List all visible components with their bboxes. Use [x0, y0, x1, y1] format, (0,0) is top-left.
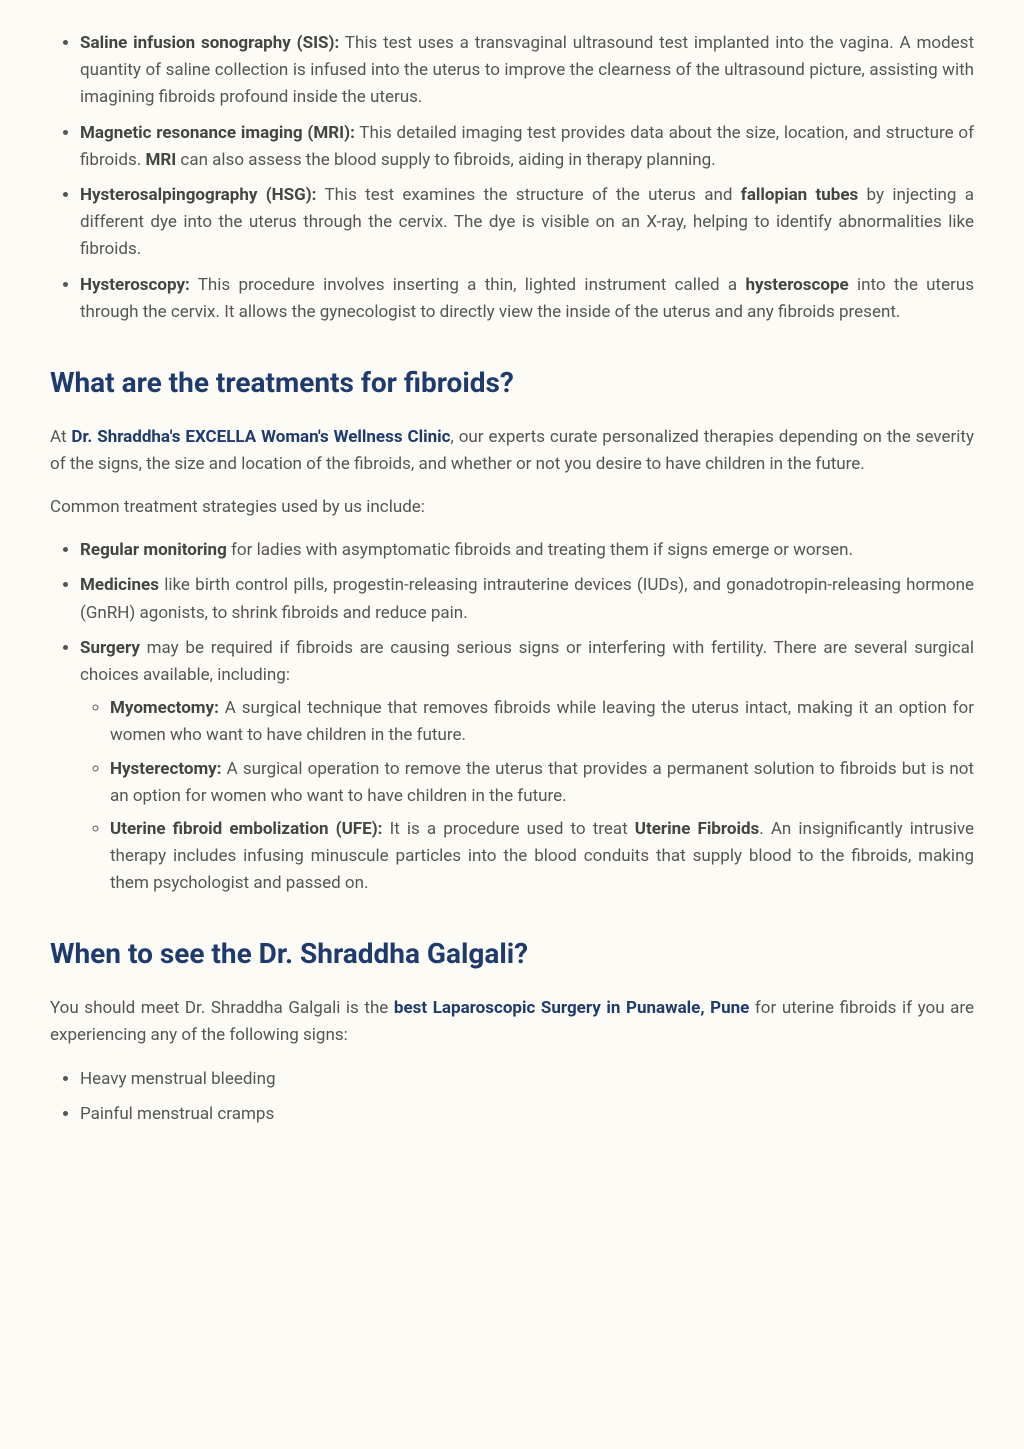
diagnostic-list: Saline infusion sonography (SIS): This t… [50, 30, 974, 326]
clinic-link[interactable]: Dr. Shraddha's EXCELLA Woman's Wellness … [71, 427, 450, 447]
surg-text: may be required if fibroids are causing … [80, 638, 974, 685]
signs-list: Heavy menstrual bleeding Painful menstru… [50, 1066, 974, 1128]
list-item: Hysterosalpingography (HSG): This test e… [80, 182, 974, 264]
ufe-bold: Uterine Fibroids [635, 819, 759, 839]
list-item: Hysteroscopy: This procedure involves in… [80, 272, 974, 326]
mri-text2: can also assess the blood supply to fibr… [176, 150, 715, 170]
reg-text: for ladies with asymptomatic fibroids an… [227, 540, 853, 560]
intro-pre: At [50, 427, 71, 447]
hyst-label: Hysteroscopy: [80, 275, 190, 295]
reg-label: Regular monitoring [80, 540, 227, 560]
list-item: Magnetic resonance imaging (MRI): This d… [80, 120, 974, 174]
treatments-heading: What are the treatments for fibroids? [50, 361, 974, 406]
sis-label: Saline infusion sonography (SIS): [80, 33, 339, 53]
list-item: Saline infusion sonography (SIS): This t… [80, 30, 974, 112]
med-label: Medicines [80, 575, 159, 595]
list-item: Hysterectomy: A surgical operation to re… [110, 756, 974, 810]
surgery-link[interactable]: best Laparoscopic Surgery in Punawale, P… [394, 998, 749, 1018]
hsg-bold: fallopian tubes [741, 185, 859, 205]
when-pre: You should meet Dr. Shraddha Galgali is … [50, 998, 394, 1018]
list-item: Myomectomy: A surgical technique that re… [110, 695, 974, 749]
hyst-text1: This procedure involves inserting a thin… [190, 275, 746, 295]
list-item: Medicines like birth control pills, prog… [80, 572, 974, 626]
hsg-text1: This test examines the structure of the … [316, 185, 740, 205]
med-text: like birth control pills, progestin-rele… [80, 575, 974, 622]
hyst-bold: hysteroscope [745, 275, 848, 295]
list-item: Regular monitoring for ladies with asymp… [80, 537, 974, 564]
list-item: Heavy menstrual bleeding [80, 1066, 974, 1093]
myo-label: Myomectomy: [110, 698, 219, 718]
when-intro: You should meet Dr. Shraddha Galgali is … [50, 995, 974, 1049]
list-item: Uterine fibroid embolization (UFE): It i… [110, 816, 974, 898]
common-strategies-text: Common treatment strategies used by us i… [50, 494, 974, 521]
list-item: Surgery may be required if fibroids are … [80, 635, 974, 898]
hsg-label: Hysterosalpingography (HSG): [80, 185, 316, 205]
mri-label: Magnetic resonance imaging (MRI): [80, 123, 355, 143]
mri-bold: MRI [145, 150, 176, 170]
surgery-sublist: Myomectomy: A surgical technique that re… [80, 695, 974, 897]
treatments-list: Regular monitoring for ladies with asymp… [50, 537, 974, 897]
ufe-text1: It is a procedure used to treat [382, 819, 634, 839]
ufe-label: Uterine fibroid embolization (UFE): [110, 819, 382, 839]
surg-label: Surgery [80, 638, 140, 658]
when-to-see-heading: When to see the Dr. Shraddha Galgali? [50, 932, 974, 977]
list-item: Painful menstrual cramps [80, 1101, 974, 1128]
myo-text: A surgical technique that removes fibroi… [110, 698, 974, 745]
hyste-label: Hysterectomy: [110, 759, 222, 779]
hyste-text: A surgical operation to remove the uteru… [110, 759, 974, 806]
treatments-intro: At Dr. Shraddha's EXCELLA Woman's Wellne… [50, 424, 974, 478]
